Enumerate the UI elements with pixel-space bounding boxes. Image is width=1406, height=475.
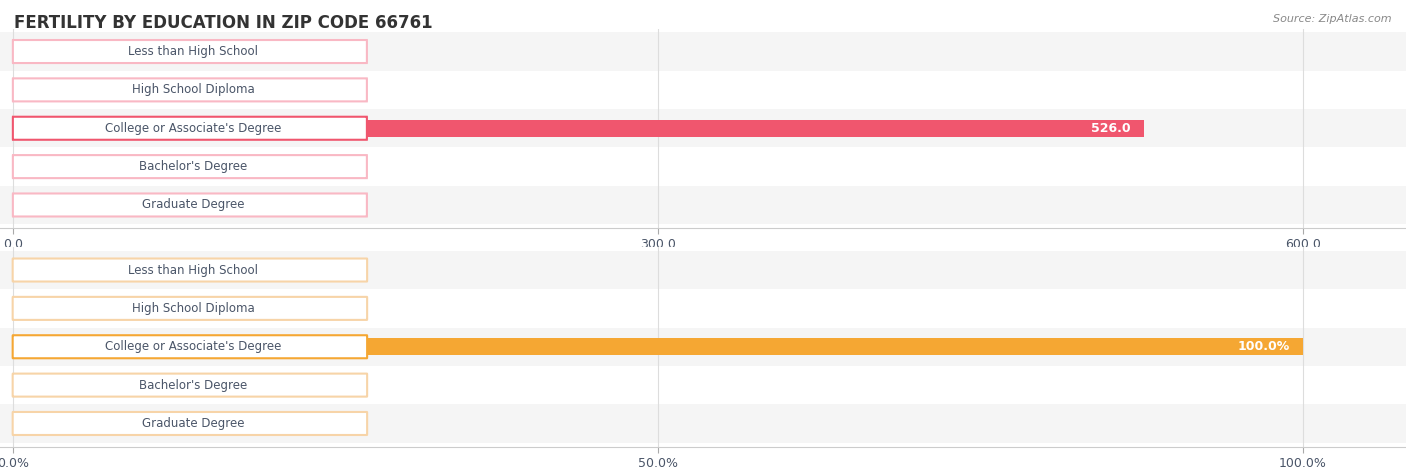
Text: 0.0: 0.0	[25, 45, 46, 58]
FancyBboxPatch shape	[13, 193, 367, 217]
Text: 0.0: 0.0	[25, 160, 46, 173]
Bar	[0, 109, 1406, 147]
Text: 0.0: 0.0	[25, 199, 46, 211]
Bar	[0, 328, 1406, 366]
Text: 0.0%: 0.0%	[25, 302, 58, 315]
FancyBboxPatch shape	[13, 297, 367, 320]
FancyBboxPatch shape	[13, 412, 367, 435]
Text: High School Diploma: High School Diploma	[132, 84, 254, 96]
Text: 526.0: 526.0	[1091, 122, 1130, 135]
Bar	[0, 289, 1406, 328]
Text: 0.0%: 0.0%	[25, 379, 58, 391]
Bar	[0, 404, 1406, 443]
Text: 0.0%: 0.0%	[25, 417, 58, 430]
Text: Graduate Degree: Graduate Degree	[142, 199, 245, 211]
FancyBboxPatch shape	[13, 117, 367, 140]
FancyBboxPatch shape	[13, 78, 367, 101]
Text: 100.0%: 100.0%	[1237, 340, 1289, 353]
Bar	[0, 251, 1406, 289]
Text: Less than High School: Less than High School	[128, 45, 259, 58]
Bar	[13, 338, 1303, 355]
Text: Bachelor's Degree: Bachelor's Degree	[139, 160, 247, 173]
Text: Less than High School: Less than High School	[128, 264, 259, 276]
Text: 0.0: 0.0	[25, 84, 46, 96]
FancyBboxPatch shape	[13, 155, 367, 178]
Text: College or Associate's Degree: College or Associate's Degree	[105, 122, 281, 135]
Text: Bachelor's Degree: Bachelor's Degree	[139, 379, 247, 391]
Bar	[0, 186, 1406, 224]
Text: Graduate Degree: Graduate Degree	[142, 417, 245, 430]
Bar	[0, 71, 1406, 109]
Text: High School Diploma: High School Diploma	[132, 302, 254, 315]
FancyBboxPatch shape	[13, 335, 367, 358]
Text: FERTILITY BY EDUCATION IN ZIP CODE 66761: FERTILITY BY EDUCATION IN ZIP CODE 66761	[14, 14, 433, 32]
Bar	[0, 366, 1406, 404]
Text: College or Associate's Degree: College or Associate's Degree	[105, 340, 281, 353]
Text: Source: ZipAtlas.com: Source: ZipAtlas.com	[1274, 14, 1392, 24]
FancyBboxPatch shape	[13, 40, 367, 63]
Bar	[13, 120, 1143, 137]
FancyBboxPatch shape	[13, 374, 367, 397]
Text: 0.0%: 0.0%	[25, 264, 58, 276]
Bar	[0, 32, 1406, 71]
FancyBboxPatch shape	[13, 258, 367, 282]
Bar	[0, 147, 1406, 186]
